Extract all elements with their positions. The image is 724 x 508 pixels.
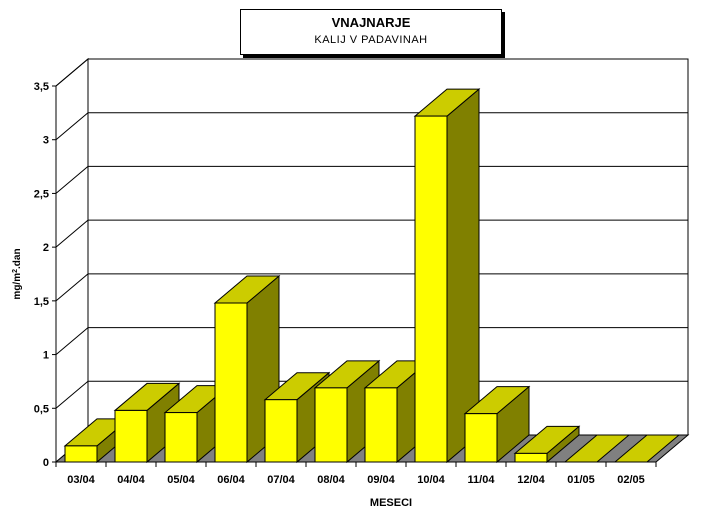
y-tick-label: 2	[43, 242, 49, 254]
gridline	[55, 380, 688, 409]
bar-front	[214, 302, 248, 463]
x-tick-label: 08/04	[317, 474, 345, 486]
gridline	[55, 58, 688, 87]
x-axis-title: MESECI	[370, 497, 412, 508]
x-tick-label: 06/04	[217, 474, 245, 486]
gridline	[55, 273, 688, 302]
chart-subtitle: KALIJ V PADAVINAH	[314, 34, 428, 46]
bar-front	[264, 399, 298, 463]
bars	[63, 88, 681, 464]
y-tick-label: 1	[43, 350, 49, 362]
gridline	[55, 219, 688, 248]
y-axis-title-sup: 2	[12, 269, 19, 273]
x-tick-label: 07/04	[267, 474, 295, 486]
gridline	[55, 112, 688, 141]
x-tick-label: 10/04	[417, 474, 445, 486]
bar-front	[464, 413, 498, 463]
tick-labels: 0 0,5 1 1,5 2 2,5 3 3,5 03/04 04/04 05/04 06/04 07/0…	[34, 81, 645, 486]
y-tick-label: 2,5	[34, 188, 49, 200]
x-tick-label: 03/04	[67, 474, 95, 486]
bar-front	[414, 115, 448, 463]
side-wall	[55, 57, 89, 464]
bar-11/04	[463, 385, 531, 464]
axes	[52, 85, 657, 467]
bar-front	[514, 452, 548, 463]
x-tick-label: 11/04	[468, 474, 496, 486]
gridlines	[55, 58, 688, 409]
bar-10/04	[413, 88, 481, 464]
y-tick-label: 3,5	[34, 81, 49, 93]
bar-front	[114, 409, 148, 463]
x-tick-label: 04/04	[117, 474, 145, 486]
y-tick-label: 1,5	[34, 296, 49, 308]
x-tick-label: 09/04	[367, 474, 395, 486]
x-tick-label: 12/04	[517, 474, 545, 486]
y-tick-label: 0	[43, 457, 49, 469]
gridline	[55, 165, 688, 194]
chart-title: VNAJNARJE	[331, 15, 411, 30]
bar-front	[164, 412, 198, 463]
x-tick-label: 02/05	[617, 474, 645, 486]
chart-title-box: VNAJNARJE KALIJ V PADAVINAH	[240, 9, 502, 55]
bar-front	[364, 387, 398, 463]
bar-12/04	[513, 425, 581, 464]
y-tick-label: 3	[43, 135, 49, 147]
bar-front	[64, 445, 98, 463]
x-tick-label: 05/04	[167, 474, 195, 486]
y-axis-title-tail: .dan	[12, 248, 23, 269]
y-axis-title-main: mg/m	[12, 273, 23, 300]
x-tick-label: 01/05	[567, 474, 595, 486]
y-tick-label: 0,5	[34, 403, 49, 415]
bar-front	[314, 387, 348, 463]
gridline	[55, 327, 688, 355]
y-axis-title: mg/m2.dan	[12, 248, 24, 299]
